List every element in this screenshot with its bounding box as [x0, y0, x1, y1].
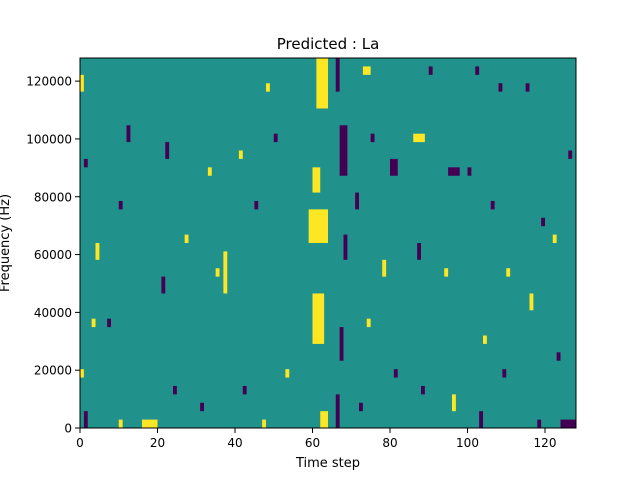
heatmap-cell: [444, 268, 449, 277]
heatmap-cell: [91, 318, 96, 328]
plot-area: [79, 57, 577, 429]
y-tick-label: 60000: [34, 248, 72, 262]
heatmap-cell: [142, 419, 158, 428]
heatmap-cell: [355, 192, 360, 210]
heatmap-cell: [262, 419, 267, 428]
heatmap-cell: [126, 125, 131, 143]
heatmap-cell: [483, 335, 487, 344]
heatmap-cell: [452, 394, 456, 412]
x-tick-label: 0: [76, 436, 84, 450]
heatmap-cell: [254, 200, 259, 210]
heatmap-cell: [541, 217, 546, 227]
heatmap-cell: [467, 167, 472, 176]
heatmap-cell: [506, 268, 511, 277]
heatmap-cell: [413, 133, 425, 143]
heatmap-cell: [312, 167, 321, 193]
heatmap-cell: [165, 142, 170, 159]
heatmap-cell: [285, 369, 290, 378]
heatmap-cell: [525, 83, 530, 92]
heatmap-cell: [320, 411, 328, 428]
x-tick-label: 120: [534, 436, 557, 450]
heatmap-cell: [107, 318, 112, 328]
x-tick-label: 80: [382, 436, 397, 450]
heatmap-cell: [207, 167, 212, 176]
y-tick-label: 80000: [34, 190, 72, 204]
heatmap-cell: [417, 243, 422, 260]
y-tick-label: 40000: [34, 306, 72, 320]
heatmap-cell: [339, 125, 348, 176]
heatmap-cell: [448, 167, 460, 176]
heatmap-cell: [490, 200, 495, 210]
heatmap-cell: [118, 419, 123, 428]
heatmap-cell: [118, 200, 123, 210]
heatmap-cell: [560, 419, 576, 428]
heatmap-cell: [266, 83, 270, 92]
heatmap-cell: [537, 419, 542, 428]
y-tick-label: 120000: [26, 75, 72, 89]
y-axis-label: Frequency (Hz): [0, 194, 13, 292]
y-tick-label: 0: [64, 422, 72, 436]
heatmap-cell: [335, 58, 340, 92]
heatmap-cell: [362, 66, 371, 75]
heatmap-cell: [339, 327, 344, 361]
heatmap-cell: [343, 234, 348, 260]
heatmap-cell: [223, 251, 228, 294]
y-axis: 0 20000 40000 60000 80000 100000 120000: [26, 75, 80, 436]
heatmap-cell: [173, 385, 177, 395]
heatmap-cell: [428, 66, 433, 75]
x-tick-label: 40: [227, 436, 242, 450]
heatmap-cell: [242, 385, 247, 395]
y-tick-label: 100000: [26, 132, 72, 146]
heatmap-cell: [359, 402, 363, 412]
heatmap-cell: [83, 411, 88, 428]
heatmap-cell: [475, 66, 480, 75]
heatmap-cell: [80, 369, 84, 378]
heatmap-cell: [238, 150, 243, 159]
heatmap-cell: [308, 209, 329, 244]
heatmap-cell: [215, 268, 220, 277]
heatmap-cell: [393, 369, 398, 378]
heatmap-cell: [80, 74, 84, 92]
heatmap-cell: [95, 243, 100, 260]
chart-title: Predicted : La: [277, 35, 380, 53]
heatmap-cell: [498, 83, 503, 92]
heatmap-cell: [273, 133, 278, 143]
x-tick-label: 100: [456, 436, 479, 450]
heatmap-cell: [335, 394, 340, 428]
heatmap-cell: [390, 158, 398, 176]
x-axis: 0 20 40 60 80 100 120: [76, 428, 556, 450]
heatmap-cell: [200, 402, 205, 412]
heatmap-cell: [479, 411, 484, 428]
x-tick-label: 60: [305, 436, 320, 450]
heatmap-cell: [502, 369, 507, 378]
plot-frame: [79, 57, 577, 429]
heatmap-cells: [80, 58, 576, 428]
y-tick-label: 20000: [34, 364, 72, 378]
heatmap-cell: [556, 352, 561, 361]
heatmap-cell: [552, 234, 557, 244]
heatmap-cell: [529, 293, 534, 311]
x-axis-label: Time step: [295, 456, 360, 471]
heatmap-cell: [312, 293, 325, 344]
heatmap-cell: [568, 150, 573, 159]
x-tick-label: 20: [150, 436, 165, 450]
heatmap-cell: [382, 259, 387, 277]
heatmap-cell: [161, 276, 166, 294]
heatmap-cell: [184, 234, 189, 244]
heatmap-cell: [421, 385, 425, 395]
heatmap-cell: [83, 158, 88, 168]
heatmap-cell: [366, 318, 371, 328]
heatmap-cell: [370, 133, 375, 143]
heatmap-cell: [316, 58, 329, 109]
